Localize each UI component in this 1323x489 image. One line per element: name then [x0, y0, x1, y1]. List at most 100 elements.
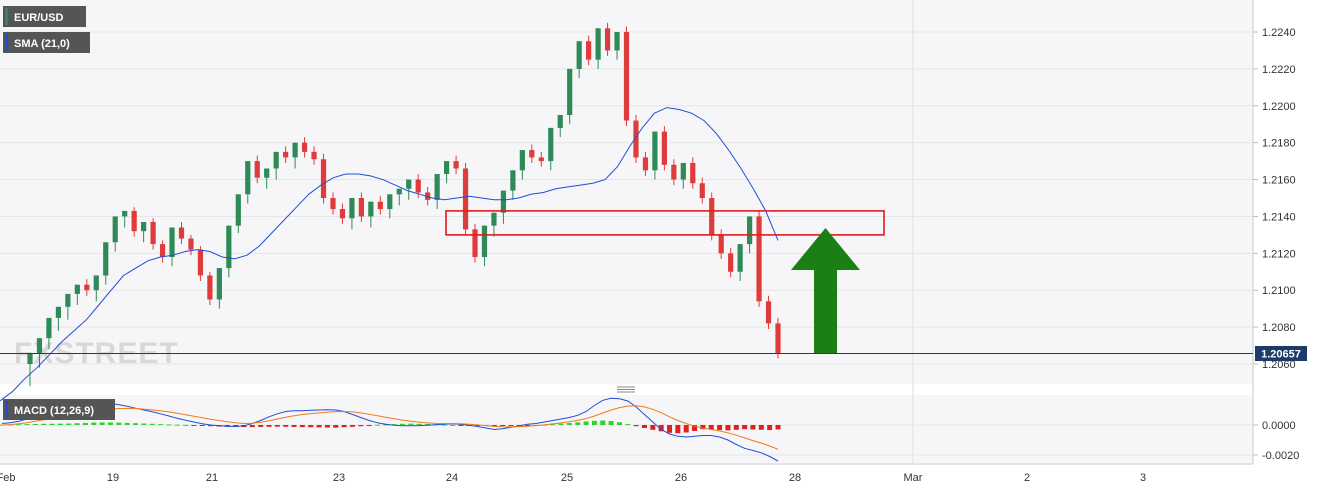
sma-label: SMA (21,0): [14, 38, 70, 50]
macd-histogram-bar: [349, 425, 355, 427]
macd-histogram-bar: [700, 425, 706, 430]
macd-histogram-bar: [16, 424, 22, 426]
candle-body: [103, 242, 109, 276]
candle-body: [150, 221, 156, 245]
candle-body: [74, 284, 80, 294]
macd-y-tick-label: 0.0000: [1262, 420, 1296, 432]
candle-body: [122, 210, 128, 217]
candle-body: [235, 194, 241, 226]
candle-body: [623, 32, 630, 121]
macd-histogram-bar: [383, 424, 389, 426]
candle-body: [652, 131, 658, 171]
macd-histogram-bar: [667, 425, 673, 433]
macd-histogram-bar: [616, 422, 622, 425]
macd-histogram-bar: [24, 424, 30, 426]
macd-histogram-bar: [66, 423, 72, 425]
candle-body: [604, 28, 611, 51]
macd-histogram-bar: [41, 423, 47, 425]
candle-body: [339, 209, 346, 219]
resistance-zone-box: [445, 210, 885, 236]
candle-body: [55, 306, 62, 318]
candle-body: [661, 131, 667, 165]
candle-body: [671, 164, 677, 180]
macd-histogram-bar: [274, 425, 280, 427]
macd-histogram-bar: [441, 424, 447, 426]
candle-body: [320, 159, 327, 198]
candle-body: [46, 317, 52, 339]
macd-histogram-bar: [358, 425, 364, 427]
macd-histogram-bar: [74, 423, 80, 425]
macd-histogram-bar: [316, 425, 322, 428]
candle-body: [245, 161, 251, 195]
macd-histogram-bar: [82, 422, 88, 425]
candle-body: [481, 225, 488, 258]
candle-body: [36, 338, 43, 353]
macd-histogram-bar: [525, 425, 531, 426]
y-tick-label: 1.2140: [1262, 211, 1296, 223]
candle-body: [188, 238, 194, 250]
macd-histogram-bar: [116, 422, 122, 425]
macd-histogram-bar: [233, 425, 239, 427]
y-axis-area: [1253, 0, 1323, 489]
macd-histogram-bar: [107, 422, 113, 425]
macd-histogram-bar: [308, 425, 314, 428]
macd-legend[interactable]: MACD (12,26,9): [3, 399, 115, 420]
macd-histogram-bar: [49, 423, 55, 425]
macd-histogram-bar: [99, 422, 105, 425]
y-tick-label: 1.2060: [1262, 359, 1296, 371]
macd-histogram-bar: [408, 423, 414, 425]
macd-histogram-bar: [508, 425, 514, 427]
macd-histogram-bar: [333, 425, 339, 428]
x-tick-label: 26: [675, 472, 687, 484]
candle-body: [301, 142, 308, 152]
macd-histogram-bar: [625, 424, 631, 426]
candle-body: [131, 210, 137, 232]
macd-histogram-bar: [149, 423, 155, 425]
candle-body: [709, 197, 715, 235]
macd-histogram-bar: [675, 425, 681, 434]
macd-y-tick-label: -0.0020: [1262, 450, 1299, 462]
candle-body: [472, 229, 478, 258]
symbol-legend[interactable]: EUR/USD: [3, 6, 86, 27]
x-tick-label: 21: [206, 472, 218, 484]
macd-histogram-bar: [475, 425, 481, 426]
candle-body: [65, 293, 71, 307]
macd-histogram-bar: [391, 424, 397, 426]
macd-histogram-bar: [733, 425, 739, 430]
candle-body: [756, 216, 762, 302]
signal-line: [1, 405, 779, 450]
macd-histogram-bar: [450, 424, 456, 426]
y-tick-label: 1.2240: [1262, 27, 1296, 39]
candle-body: [567, 68, 573, 115]
candle-body: [311, 151, 317, 160]
macd-histogram-bar: [583, 421, 589, 425]
y-tick-label: 1.2220: [1262, 64, 1296, 76]
macd-histogram-bar: [91, 422, 97, 425]
x-tick-label: 23: [333, 472, 345, 484]
candle-body: [93, 275, 99, 291]
candle-body: [377, 201, 383, 210]
candle-body: [538, 157, 544, 162]
macd-histogram-bar: [324, 425, 330, 428]
sma-legend[interactable]: SMA (21,0): [3, 32, 90, 53]
x-tick-label: Mar: [904, 472, 923, 484]
panel-resize-handle[interactable]: [617, 386, 635, 393]
macd-histogram-bar: [174, 424, 180, 426]
candle-body: [444, 161, 450, 175]
candle-body: [169, 227, 175, 258]
y-tick-label: 1.2160: [1262, 175, 1296, 187]
candle-body: [254, 161, 260, 178]
candle-body: [330, 197, 336, 210]
candle-body: [207, 275, 213, 300]
candle-body: [633, 120, 639, 158]
x-tick-label: 25: [561, 472, 573, 484]
candle-body: [226, 225, 232, 269]
x-tick-label: 19: [107, 472, 119, 484]
macd-histogram-bar: [32, 423, 38, 425]
macd-histogram-bar: [500, 425, 506, 426]
candle-body: [690, 162, 696, 184]
candle-body: [292, 142, 298, 158]
candle-body: [415, 179, 421, 193]
macd-histogram-bar: [425, 423, 431, 425]
